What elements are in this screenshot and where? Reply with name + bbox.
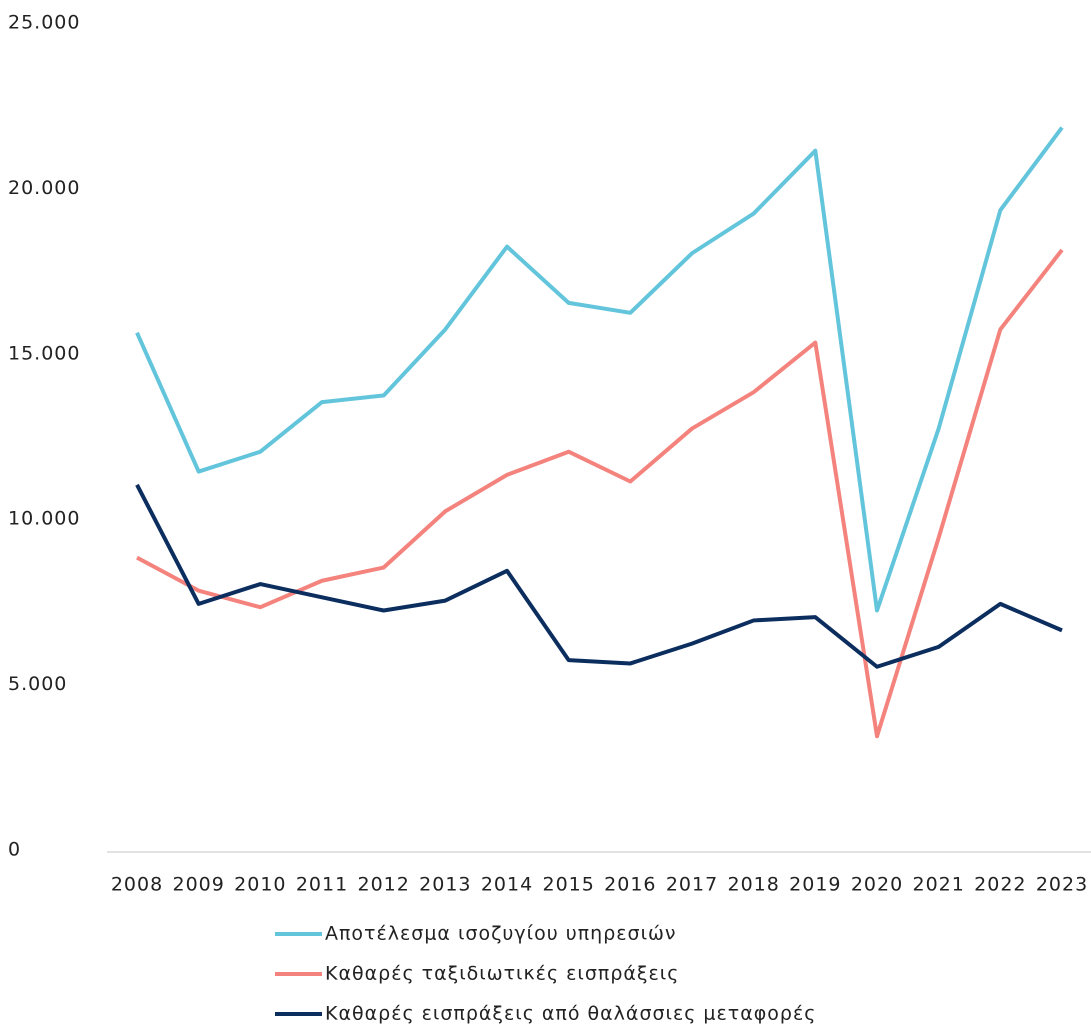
legend-label: Καθαρές ταξιδιωτικές εισπράξεις [325, 963, 679, 985]
y-tick-label: 20.000 [8, 177, 80, 199]
y-tick-label: 5.000 [8, 673, 67, 695]
x-tick-label: 2011 [296, 874, 348, 896]
series-line [135, 126, 1064, 613]
x-tick-label: 2016 [604, 874, 656, 896]
x-tick-label: 2017 [666, 874, 718, 896]
x-tick-label: 2013 [419, 874, 471, 896]
x-tick-label: 2018 [727, 874, 779, 896]
x-tick-label: 2020 [851, 874, 903, 896]
y-tick-label: 0 [8, 839, 21, 861]
y-tick-label: 10.000 [8, 508, 80, 530]
x-tick-label: 2015 [542, 874, 594, 896]
x-tick-label: 2022 [974, 874, 1026, 896]
x-tick-label: 2008 [111, 874, 163, 896]
x-tick-label: 2019 [789, 874, 841, 896]
series-line [136, 248, 1064, 739]
x-tick-label: 2010 [234, 874, 286, 896]
x-tick-label: 2009 [172, 874, 224, 896]
y-tick-label: 25.000 [8, 12, 80, 34]
x-tick-label: 2023 [1036, 874, 1088, 896]
x-tick-label: 2014 [481, 874, 533, 896]
legend-label: Καθαρές εισπράξεις από θαλάσσιες μεταφορ… [325, 1003, 816, 1025]
x-tick-label: 2021 [912, 874, 964, 896]
y-tick-label: 15.000 [8, 342, 80, 364]
series-line [135, 483, 1063, 669]
x-tick-label: 2012 [357, 874, 409, 896]
legend-label: Αποτέλεσμα ισοζυγίου υπηρεσιών [325, 923, 677, 945]
